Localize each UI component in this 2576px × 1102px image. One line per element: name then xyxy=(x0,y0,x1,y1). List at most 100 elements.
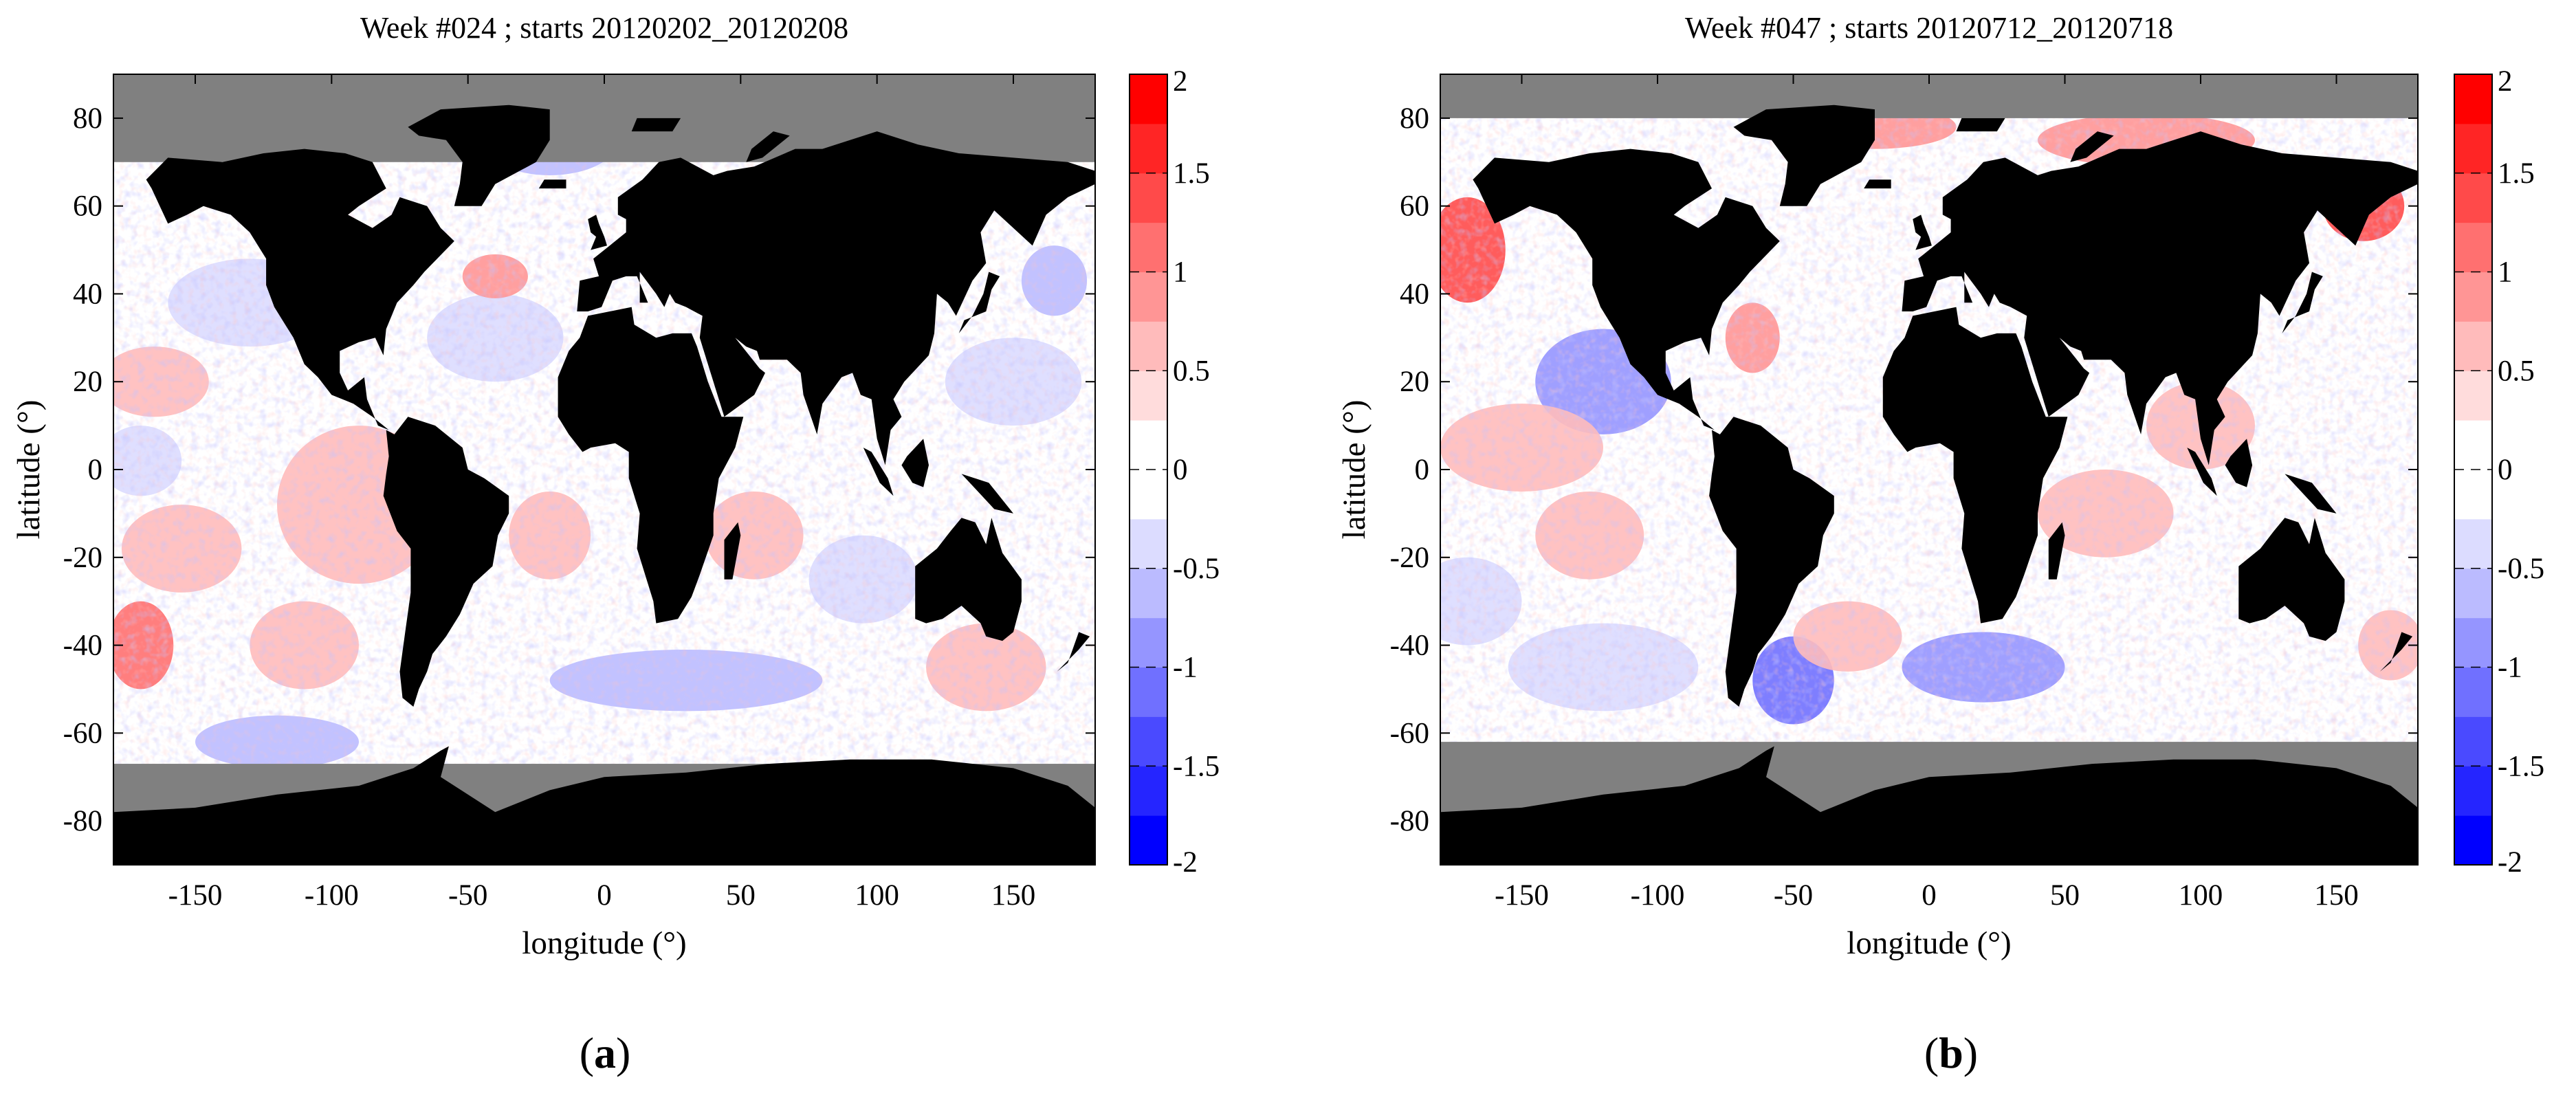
land-mask xyxy=(1440,104,2418,865)
land-madagascar xyxy=(2048,522,2065,580)
land-iceland xyxy=(1864,179,1891,189)
x-axis-ticks: -150 -100 -50 0 50 100 150 xyxy=(168,74,1035,912)
colorbar-tick-label: 1 xyxy=(1173,256,1188,289)
colorbar-tick-label: -2 xyxy=(2498,846,2522,879)
colorbar-bin xyxy=(1130,222,1167,272)
colorbar-bin xyxy=(1130,667,1167,717)
land-novaya xyxy=(746,131,790,162)
panel-caption: (a) xyxy=(580,1028,631,1077)
land-samerica xyxy=(1709,417,1834,707)
colorbar-tick-label: 2 xyxy=(2498,65,2513,98)
colorbar-bin xyxy=(2454,470,2492,520)
land-greenland xyxy=(408,104,550,206)
colorbar-tick-label: 2 xyxy=(1173,65,1188,98)
x-tick-label: -100 xyxy=(1631,879,1685,912)
land-sumatra xyxy=(2187,448,2217,496)
colorbar-bin xyxy=(2454,815,2492,866)
land-uk xyxy=(588,214,607,250)
x-tick-label: -50 xyxy=(1774,879,1813,912)
land-eurasia xyxy=(1902,131,2418,465)
colorbar-bin xyxy=(1130,74,1167,124)
land-australia xyxy=(2238,518,2345,641)
colorbar-bin xyxy=(2454,272,2492,322)
colorbar-bin xyxy=(2454,74,2492,124)
colorbar-bin xyxy=(1130,420,1167,470)
colorbar-tick-label: 0 xyxy=(1173,454,1188,486)
colorbar-tick-label: -0.5 xyxy=(1173,553,1220,585)
panel-title: Week #047 ; starts 20120712_20120718 xyxy=(1685,11,2173,45)
x-tick-label: 150 xyxy=(2314,879,2359,912)
x-tick-label: 50 xyxy=(2050,879,2080,912)
x-tick-label: 100 xyxy=(855,879,899,912)
land-borneo xyxy=(2225,439,2253,487)
land-newzealand xyxy=(2379,632,2413,672)
y-tick-label: -20 xyxy=(1390,542,1429,574)
land-japan xyxy=(2282,272,2323,333)
land-australia xyxy=(915,518,1022,641)
colorbar-bin xyxy=(1130,371,1167,421)
y-tick-label: 20 xyxy=(73,366,102,398)
land-namerica xyxy=(1473,148,1780,430)
land-novaya xyxy=(2070,131,2114,162)
colorbar-bin xyxy=(1130,173,1167,223)
land-newguinea xyxy=(2285,474,2337,514)
map-panel-b: Week #047 ; starts 20120712_20120718 -15… xyxy=(1336,11,2544,1077)
colorbar-bin xyxy=(1130,470,1167,520)
colorbar-bin xyxy=(2454,371,2492,421)
colorbar-bin xyxy=(1130,766,1167,816)
y-tick-label: 20 xyxy=(1400,366,1429,398)
land-africa xyxy=(1882,307,2068,624)
colorbar-bin xyxy=(2454,420,2492,470)
colorbar-tick-label: 0.5 xyxy=(2498,355,2535,387)
x-tick-label: -50 xyxy=(448,879,487,912)
land-iceland xyxy=(538,179,566,189)
x-tick-label: 0 xyxy=(1922,879,1937,912)
y-axis-label: latitude (°) xyxy=(11,400,47,540)
colorbar-bin xyxy=(1130,815,1167,866)
panel-caption: (b) xyxy=(1924,1028,1978,1077)
land-antarctica xyxy=(1440,746,2418,865)
y-axis-label: latitude (°) xyxy=(1336,400,1372,540)
colorbar-bin xyxy=(2454,222,2492,272)
y-tick-label: -60 xyxy=(1390,717,1429,749)
y-axis-ticks: 80 60 40 20 0 -20 -40 -60 -80 xyxy=(1390,102,2418,837)
sea-ice-north xyxy=(113,74,1095,162)
y-tick-label: 60 xyxy=(73,190,102,223)
x-axis-label: longitude (°) xyxy=(522,925,686,961)
x-tick-label: 0 xyxy=(597,879,612,912)
colorbar-bin xyxy=(1130,123,1167,174)
colorbar-tick-label: 1.5 xyxy=(1173,157,1210,190)
colorbar-bin xyxy=(1130,321,1167,371)
x-axis-label: longitude (°) xyxy=(1847,925,2011,961)
colorbar-bin xyxy=(1130,518,1167,569)
colorbar-tick-label: -1 xyxy=(2498,652,2522,684)
colorbar-tick-label: -1.5 xyxy=(1173,750,1220,782)
land-newzealand xyxy=(1057,632,1090,672)
colorbar-bin xyxy=(2454,173,2492,223)
y-tick-label: 80 xyxy=(1400,102,1429,135)
colorbar-bin xyxy=(2454,568,2492,619)
land-svalbard xyxy=(631,118,681,132)
colorbar-bin xyxy=(1130,617,1167,668)
x-tick-label: -150 xyxy=(168,879,223,912)
y-tick-label: -20 xyxy=(63,542,102,574)
x-tick-label: -150 xyxy=(1495,879,1549,912)
land-mask xyxy=(113,104,1095,865)
colorbar-bin xyxy=(1130,716,1167,767)
land-uk xyxy=(1913,214,1932,250)
y-tick-label: 60 xyxy=(1400,190,1429,223)
colorbar-bin xyxy=(2454,321,2492,371)
colorbar-bin xyxy=(2454,123,2492,174)
x-tick-label: 100 xyxy=(2179,879,2223,912)
y-tick-label: 0 xyxy=(88,454,103,486)
y-tick-label: 40 xyxy=(1400,278,1429,310)
land-madagascar xyxy=(724,522,741,580)
y-tick-label: -40 xyxy=(1390,630,1429,662)
y-tick-label: -40 xyxy=(63,630,102,662)
land-namerica xyxy=(146,148,454,430)
colorbar-tick-label: 0 xyxy=(2498,454,2513,486)
land-japan xyxy=(958,272,1000,333)
colorbar-tick-label: -2 xyxy=(1173,846,1198,879)
y-tick-label: 80 xyxy=(73,102,102,135)
